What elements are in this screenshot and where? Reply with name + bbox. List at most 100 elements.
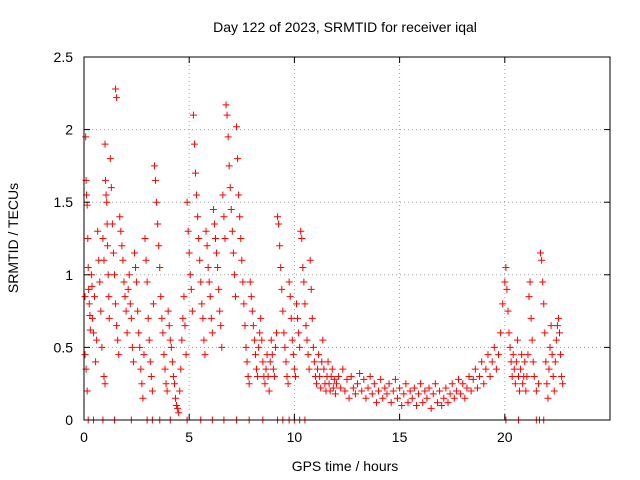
data-point — [203, 242, 211, 250]
x-tick-label: 20 — [497, 429, 513, 445]
data-point — [161, 365, 169, 373]
data-point — [159, 329, 167, 337]
data-point — [221, 235, 229, 242]
data-point — [181, 322, 189, 330]
data-point — [142, 256, 150, 264]
data-point — [271, 343, 279, 351]
data-point — [239, 278, 247, 286]
data-point — [309, 343, 317, 351]
data-point — [253, 365, 261, 373]
data-point — [267, 336, 275, 344]
data-point — [530, 372, 538, 380]
data-point — [88, 314, 96, 322]
data-point — [314, 365, 322, 373]
data-point — [525, 293, 533, 301]
data-point — [326, 387, 334, 395]
data-point — [476, 372, 484, 380]
data-point — [160, 351, 168, 359]
data-point — [254, 372, 262, 380]
data-point — [438, 401, 446, 409]
data-point — [82, 133, 90, 141]
data-point — [499, 300, 507, 308]
data-point — [469, 375, 477, 383]
data-point — [279, 307, 287, 315]
data-point — [154, 220, 162, 228]
data-point — [305, 365, 313, 373]
data-point — [512, 358, 520, 366]
data-point — [552, 336, 560, 344]
data-point — [230, 271, 238, 279]
data-point — [101, 380, 109, 388]
data-point — [105, 293, 113, 301]
data-point — [385, 380, 393, 388]
data-point — [193, 191, 201, 199]
data-point — [114, 336, 122, 344]
data-point — [115, 351, 123, 359]
data-point — [104, 271, 112, 279]
data-point — [301, 300, 309, 308]
data-point — [112, 85, 120, 93]
data-point — [85, 300, 93, 308]
data-point — [406, 387, 414, 395]
data-point — [312, 380, 320, 388]
data-point — [246, 278, 254, 286]
data-point — [244, 372, 252, 380]
data-point — [192, 169, 200, 177]
data-point — [238, 256, 246, 264]
data-point — [179, 314, 187, 322]
data-point — [364, 384, 372, 392]
data-point — [258, 336, 266, 344]
data-point — [196, 256, 204, 264]
data-point — [117, 227, 125, 235]
data-point — [551, 358, 559, 366]
data-point — [198, 300, 206, 308]
data-point — [303, 336, 311, 344]
data-point — [269, 365, 277, 373]
data-point — [122, 307, 130, 315]
data-point — [96, 278, 104, 286]
data-point — [130, 249, 138, 257]
data-point — [547, 322, 555, 330]
data-point — [366, 372, 374, 380]
data-point — [132, 264, 140, 272]
data-point — [519, 380, 527, 388]
data-point — [502, 264, 510, 272]
data-point — [113, 94, 121, 102]
data-point — [318, 358, 326, 366]
data-point — [368, 390, 376, 398]
data-point — [83, 387, 91, 395]
data-point — [482, 365, 490, 373]
data-point — [88, 282, 96, 290]
data-point — [185, 249, 193, 257]
data-point — [201, 351, 209, 359]
data-point — [341, 387, 349, 395]
data-point — [190, 140, 198, 148]
data-point — [213, 249, 221, 257]
data-point — [255, 343, 263, 351]
data-point — [175, 409, 183, 417]
data-point — [241, 322, 249, 330]
data-point — [402, 380, 410, 388]
data-point — [155, 242, 163, 250]
data-point — [168, 358, 176, 366]
data-point — [492, 365, 500, 373]
data-point — [218, 343, 226, 351]
data-point — [459, 380, 467, 388]
data-point — [278, 285, 286, 293]
data-point — [97, 307, 105, 315]
data-point — [149, 300, 157, 308]
data-point — [488, 358, 496, 366]
data-point — [387, 399, 395, 407]
data-point — [508, 372, 516, 380]
data-point — [229, 249, 237, 257]
data-point — [178, 336, 186, 344]
data-point — [450, 394, 458, 402]
data-point — [101, 176, 109, 184]
data-point — [550, 387, 558, 395]
data-point — [297, 227, 305, 235]
data-point — [440, 394, 448, 402]
data-point — [345, 394, 353, 402]
data-point — [523, 372, 531, 380]
data-point — [291, 372, 299, 380]
data-point — [358, 387, 366, 395]
